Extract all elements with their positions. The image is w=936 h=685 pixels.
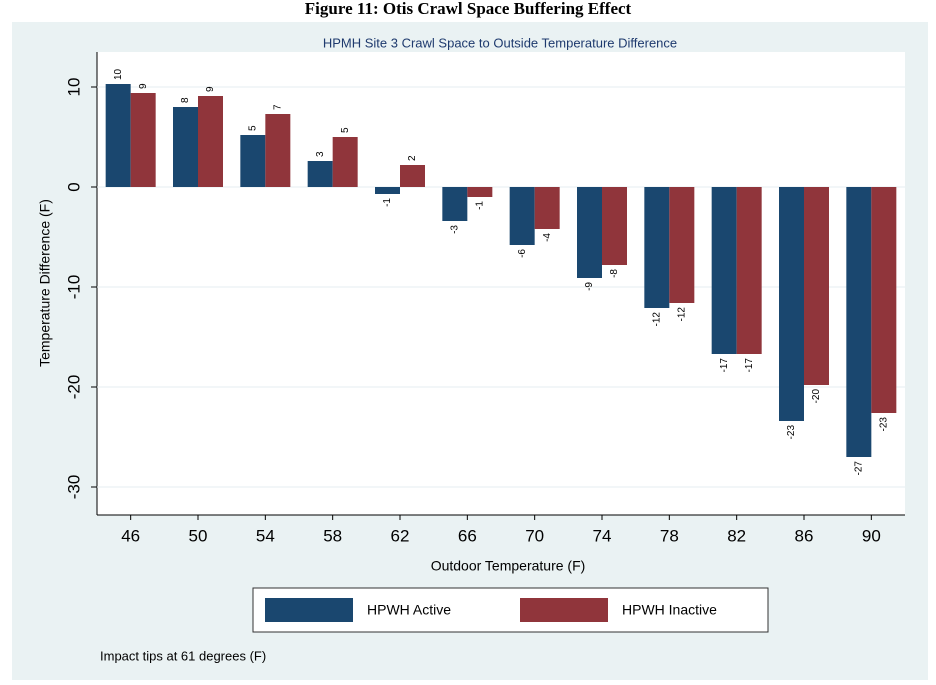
bar: [105, 84, 131, 187]
x-tick-label: 70: [525, 526, 544, 545]
bar: [669, 187, 695, 303]
legend-swatch: [265, 598, 353, 622]
x-tick-label: 50: [189, 526, 208, 545]
value-label: 5: [247, 125, 258, 131]
bar: [307, 161, 333, 187]
x-tick-label: 54: [256, 526, 275, 545]
value-label: -27: [853, 461, 864, 476]
bar: [871, 187, 897, 413]
y-tick-label: 0: [64, 182, 83, 191]
legend-label: HPWH Inactive: [622, 602, 717, 618]
legend-label: HPWH Active: [367, 602, 451, 618]
y-tick-label: -30: [64, 475, 83, 500]
x-tick-label: 66: [458, 526, 477, 545]
value-label: -23: [786, 425, 797, 440]
bar: [265, 114, 291, 187]
note: Impact tips at 61 degrees (F): [100, 648, 266, 663]
value-label: 5: [340, 127, 351, 133]
value-label: 3: [315, 151, 326, 157]
value-label: 7: [272, 104, 283, 110]
plot-area: [97, 52, 905, 515]
value-label: -12: [651, 312, 662, 327]
bar: [846, 187, 872, 457]
value-label: 9: [138, 83, 149, 89]
x-tick-label: 82: [727, 526, 746, 545]
bar: [130, 93, 156, 187]
y-tick-label: 10: [64, 78, 83, 97]
x-tick-label: 74: [593, 526, 612, 545]
value-label: -17: [744, 358, 755, 373]
bar: [602, 187, 627, 265]
value-label: -17: [719, 358, 730, 373]
caption: Figure 11: Otis Crawl Space Buffering Ef…: [305, 0, 632, 18]
bar: [240, 135, 266, 187]
bar: [509, 187, 535, 245]
bar: [400, 165, 425, 187]
bar: [779, 187, 804, 421]
chart-title: HPMH Site 3 Crawl Space to Outside Tempe…: [323, 35, 677, 50]
x-tick-label: 86: [795, 526, 814, 545]
bar: [804, 187, 829, 385]
value-label: -1: [474, 201, 485, 210]
x-tick-label: 62: [391, 526, 410, 545]
x-tick-label: 78: [660, 526, 679, 545]
value-label: -1: [382, 198, 393, 207]
value-label: 9: [205, 86, 216, 92]
bar: [736, 187, 762, 354]
value-label: 10: [113, 68, 124, 80]
bar: [332, 137, 358, 187]
bar: [375, 187, 400, 194]
x-tick-label: 58: [323, 526, 342, 545]
bar: [173, 107, 198, 187]
value-label: 8: [180, 97, 191, 103]
value-label: 2: [407, 155, 418, 161]
value-label: -8: [609, 269, 620, 278]
y-axis-label: Temperature Difference (F): [37, 199, 53, 367]
bar: [711, 187, 737, 354]
value-label: -3: [449, 225, 460, 234]
x-tick-label: 46: [121, 526, 140, 545]
x-axis-label: Outdoor Temperature (F): [431, 558, 586, 574]
value-label: -20: [811, 389, 822, 404]
legend-swatch: [520, 598, 608, 622]
value-label: -23: [878, 417, 889, 432]
y-tick-label: -10: [64, 275, 83, 300]
x-tick-label: 90: [862, 526, 881, 545]
bar: [534, 187, 560, 229]
value-label: -4: [542, 233, 553, 242]
bar: [467, 187, 493, 197]
bar: [577, 187, 602, 278]
value-label: -9: [584, 282, 595, 291]
value-label: -12: [676, 307, 687, 322]
y-tick-label: -20: [64, 375, 83, 400]
value-label: -6: [517, 249, 528, 258]
bar: [198, 96, 223, 187]
bar: [442, 187, 468, 221]
bar: [644, 187, 670, 308]
